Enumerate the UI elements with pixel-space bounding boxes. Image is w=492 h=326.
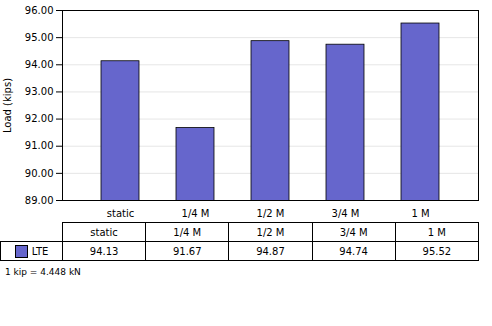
html-text:1 kip = 4.448 kN: 1 kip = 4.448 kN <box>5 267 81 277</box>
svg-text:90.00: 90.00 <box>25 168 54 179</box>
html-text:91.67: 91.67 <box>173 245 202 257</box>
svg-text:95.00: 95.00 <box>25 32 54 43</box>
svg-text:1/4 M: 1/4 M <box>182 208 210 219</box>
svg-text:static: static <box>107 208 134 219</box>
html-text:94.74: 94.74 <box>339 245 368 257</box>
svg-text:93.00: 93.00 <box>25 86 54 97</box>
html-text:3/4 M: 3/4 M <box>339 226 368 238</box>
svg-text:91.00: 91.00 <box>25 140 54 151</box>
svg-text:1 M: 1 M <box>411 208 429 219</box>
svg-text:92.00: 92.00 <box>25 113 54 124</box>
html-text:95.52: 95.52 <box>422 245 452 257</box>
html-text:1/4 M: 1/4 M <box>173 226 202 238</box>
svg-text:94.00: 94.00 <box>25 59 54 70</box>
svg-text:96.00: 96.00 <box>25 5 54 16</box>
html-text:LTE: LTE <box>31 245 49 257</box>
html-text:94.13: 94.13 <box>89 245 119 257</box>
svg-text:89.00: 89.00 <box>25 195 54 206</box>
svg-text:Load (kips): Load (kips) <box>2 78 13 133</box>
html-text:1/2 M: 1/2 M <box>256 226 285 238</box>
html-text:94.87: 94.87 <box>256 245 285 257</box>
html-text:1 M: 1 M <box>427 226 446 238</box>
svg-text:1/2 M: 1/2 M <box>257 208 285 219</box>
svg-text:3/4 M: 3/4 M <box>332 208 360 219</box>
html-text:static: static <box>90 226 118 238</box>
